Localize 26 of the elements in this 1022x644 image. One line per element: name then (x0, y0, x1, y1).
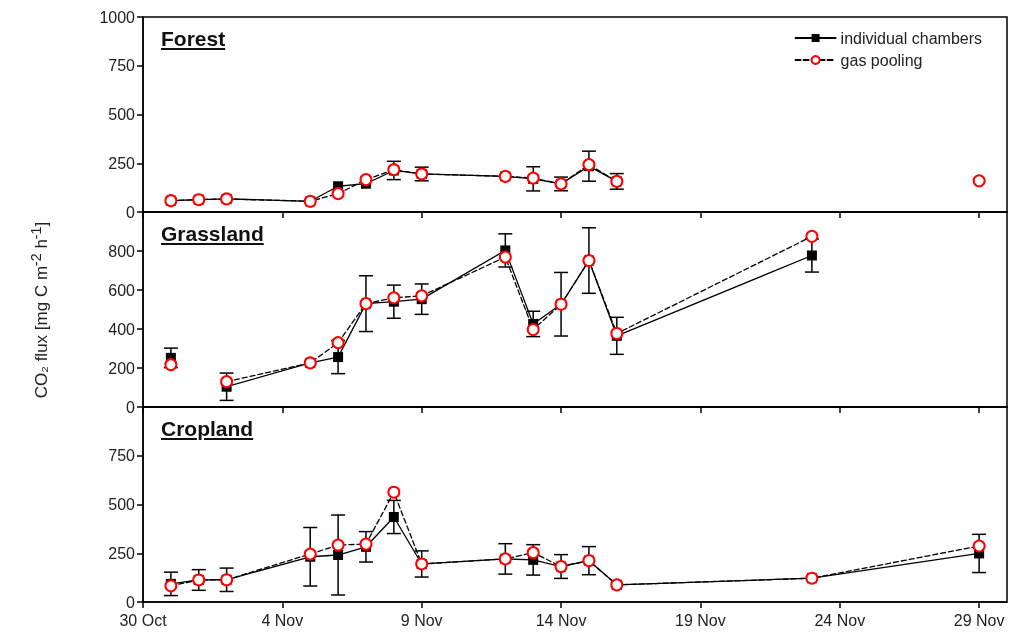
text: Forest (161, 27, 226, 51)
x-tick-label: 30 Oct (119, 611, 168, 629)
y-tick-label: 0 (126, 593, 136, 611)
y-tick-label: 500 (108, 106, 136, 123)
y-tick-label: 600 (108, 281, 136, 299)
y-tick-label: 0 (126, 203, 136, 221)
text: Grassland (161, 222, 264, 246)
x-tick-label: 14 Nov (535, 611, 587, 629)
y-tick-label: 750 (108, 57, 136, 75)
y-tick-label: 0 (126, 398, 136, 416)
y-tick-label: 1000 (99, 8, 136, 26)
x-tick-label: 4 Nov (261, 611, 304, 629)
legend-label: gas pooling (840, 51, 923, 69)
x-tick-label: 29 Nov (953, 611, 1005, 629)
y-tick-label: 250 (108, 544, 136, 562)
y-tick-label: 800 (108, 242, 136, 260)
text: Cropland (161, 417, 254, 441)
y-tick-label: 400 (108, 320, 136, 338)
y-tick-label: 250 (108, 154, 136, 172)
x-tick-label: 9 Nov (400, 611, 443, 629)
x-tick-label: 19 Nov (675, 611, 726, 629)
legend-label: individual chambers (840, 29, 982, 47)
y-tick-label: 750 (108, 447, 136, 465)
x-tick-label: 24 Nov (814, 611, 866, 629)
y-tick-label: 500 (108, 496, 136, 513)
y-tick-label: 200 (108, 359, 136, 377)
